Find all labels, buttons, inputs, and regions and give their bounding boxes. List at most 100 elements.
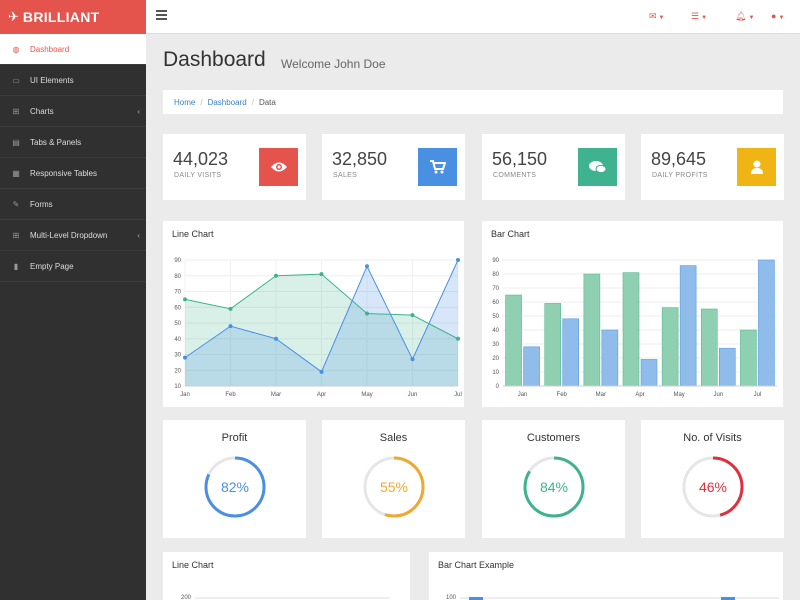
breadcrumb: Home / Dashboard / Data xyxy=(163,90,783,114)
data-point xyxy=(456,258,460,262)
breadcrumb-separator: / xyxy=(200,97,203,107)
sidebar-item-forms[interactable]: ✎ Forms xyxy=(0,189,146,220)
stat-card-sales: 32,850 SALES xyxy=(322,134,465,200)
x-tick-label: Jan xyxy=(180,392,190,398)
y-tick-label: 20 xyxy=(174,368,181,374)
sidebar-item-responsive-tables[interactable]: ▦ Responsive Tables xyxy=(0,158,146,189)
bar-chart: 0 10 20 30 40 50 60 70 80 90 Jan Feb Mar Apr May Jun Jul xyxy=(492,258,777,398)
bar xyxy=(679,265,697,387)
bar-chart-2: 100 xyxy=(446,595,779,600)
y-tick-label: 30 xyxy=(492,342,499,348)
bar xyxy=(583,273,601,387)
gauge-percent-label: 55% xyxy=(380,479,408,495)
brand-logo[interactable]: ✈ BRILLIANT xyxy=(0,0,146,34)
data-point xyxy=(410,357,415,362)
y-tick-label: 70 xyxy=(174,290,181,296)
gauge-ring: 84% xyxy=(523,456,585,518)
stat-label: COMMENTS xyxy=(493,172,537,179)
user-icon xyxy=(737,148,776,186)
bar xyxy=(721,597,735,600)
sitemap-icon: ⊞ xyxy=(12,230,20,240)
breadcrumb-home-link[interactable]: Home xyxy=(174,97,196,107)
eye-icon xyxy=(259,148,298,186)
sitemap-icon: ⊞ xyxy=(12,106,20,116)
y-tick-label: 90 xyxy=(492,258,499,264)
data-point xyxy=(365,264,369,269)
x-tick-label: Apr xyxy=(635,392,644,398)
x-tick-label: Apr xyxy=(317,392,326,398)
user-icon[interactable]: ● ▼ xyxy=(771,11,785,21)
x-tick-label: Feb xyxy=(225,392,236,398)
gauge-card-profit: Profit 82% xyxy=(163,420,306,538)
sidebar-item-label: Dashboard xyxy=(30,44,70,54)
data-point xyxy=(228,324,233,329)
sidebar-item-ui-elements[interactable]: ▭ UI Elements xyxy=(0,65,146,96)
breadcrumb-dashboard-link[interactable]: Dashboard xyxy=(207,97,247,107)
data-point xyxy=(183,355,187,360)
y-tick-label: 50 xyxy=(174,321,181,327)
x-tick-label: Mar xyxy=(271,392,281,398)
sidebar-item-label: Responsive Tables xyxy=(30,168,98,178)
y-tick-label: 10 xyxy=(174,384,181,390)
chevron-left-icon: ‹ xyxy=(137,230,140,240)
page-subtitle: Welcome John Doe xyxy=(281,57,386,71)
file-icon: ▮ xyxy=(13,261,19,271)
gauge-progress xyxy=(523,456,585,518)
panels-icon: ▤ xyxy=(12,137,20,147)
bell-icon[interactable]: 🔔︎ ▼ xyxy=(735,11,755,21)
bar xyxy=(758,259,775,387)
panel-title: Line Chart xyxy=(172,560,214,570)
sidebar-item-dashboard[interactable]: ◍ Dashboard xyxy=(0,34,146,65)
chevron-left-icon: ‹ xyxy=(137,106,140,116)
y-tick-label: 40 xyxy=(174,337,181,343)
bar xyxy=(661,307,679,387)
bar xyxy=(640,359,658,387)
stat-card-comments: 56,150 COMMENTS xyxy=(482,134,625,200)
y-tick-label: 10 xyxy=(492,370,499,376)
line-chart: 10 20 30 40 50 60 70 80 90 Jan Feb Mar Apr May Jun Jul xyxy=(174,258,462,398)
gauge-title: Customers xyxy=(526,432,581,444)
bar xyxy=(740,329,757,387)
stat-label: DAILY PROFITS xyxy=(652,172,708,179)
stat-card-daily-visits: 44,023 DAILY VISITS xyxy=(163,134,306,200)
tasks-icon[interactable]: ☰ ▼ xyxy=(691,11,708,21)
sidebar-item-multi-level-dropdown[interactable]: ⊞ Multi-Level Dropdown ‹ xyxy=(0,220,146,251)
gauge-ring: 46% xyxy=(682,456,744,518)
panel-title: Bar Chart xyxy=(491,229,530,239)
plane-icon: ✈ xyxy=(8,9,19,24)
y-tick-label: 100 xyxy=(446,595,457,600)
bar-chart-panel: Bar Chart 0 10 20 30 40 50 60 70 80 90 Jan Feb Mar Ap… xyxy=(482,221,783,407)
sidebar-item-label: Empty Page xyxy=(30,261,74,271)
y-tick-label: 200 xyxy=(181,595,192,600)
gauge-card-visits: No. of Visits 46% xyxy=(641,420,784,538)
gauge-percent-label: 84% xyxy=(540,479,568,495)
stat-value: 44,023 xyxy=(173,149,229,169)
bar xyxy=(523,346,540,387)
panel-title: Line Chart xyxy=(172,229,214,239)
stat-value: 56,150 xyxy=(492,149,548,169)
gauge-progress xyxy=(363,456,425,518)
data-point xyxy=(456,336,460,341)
desktop-icon: ▭ xyxy=(12,75,20,85)
envelope-icon[interactable]: ✉ ▼ xyxy=(649,11,665,21)
data-point xyxy=(228,306,233,311)
data-point xyxy=(365,311,369,316)
line-chart-panel: Line Chart 10 20 30 40 50 60 70 80 90 Jan Feb Mar Ap… xyxy=(163,221,464,407)
data-point xyxy=(183,297,187,302)
y-tick-label: 60 xyxy=(492,300,499,306)
bar xyxy=(544,303,562,387)
data-point xyxy=(410,313,415,318)
x-tick-label: Jul xyxy=(454,392,462,398)
data-point xyxy=(274,273,278,278)
cart-icon xyxy=(418,148,457,186)
bar xyxy=(505,294,522,387)
sidebar-item-charts[interactable]: ⊞ Charts ‹ xyxy=(0,96,146,127)
sidebar-item-empty-page[interactable]: ▮ Empty Page xyxy=(0,251,146,282)
hamburger-menu-icon[interactable] xyxy=(156,10,167,20)
line-chart-panel-2: Line Chart 200 xyxy=(163,552,410,600)
breadcrumb-separator: / xyxy=(251,97,254,107)
y-tick-label: 50 xyxy=(492,314,499,320)
gauge-progress xyxy=(682,456,744,518)
x-tick-label: May xyxy=(361,392,372,398)
sidebar-item-tabs-panels[interactable]: ▤ Tabs & Panels xyxy=(0,127,146,158)
